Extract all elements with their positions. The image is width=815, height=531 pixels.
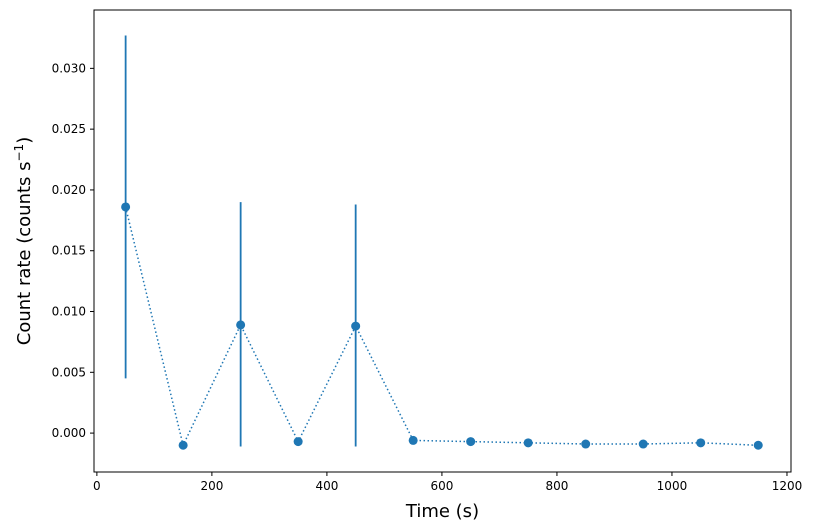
y-axis-label-superscript: −1 bbox=[12, 144, 26, 162]
data-point bbox=[121, 202, 130, 211]
axes-frame bbox=[94, 10, 791, 472]
x-tick-label: 1200 bbox=[772, 479, 803, 493]
x-tick-label: 200 bbox=[200, 479, 223, 493]
x-tick-label: 600 bbox=[430, 479, 453, 493]
data-point bbox=[696, 438, 705, 447]
x-axis-label: Time (s) bbox=[405, 501, 479, 522]
y-axis-label: Count rate (counts s−1) bbox=[12, 137, 35, 345]
x-tick-label: 800 bbox=[545, 479, 568, 493]
y-axis-label-close: ) bbox=[14, 137, 35, 144]
data-point bbox=[236, 320, 245, 329]
data-point bbox=[179, 441, 188, 450]
y-tick-label: 0.000 bbox=[52, 426, 86, 440]
y-tick-label: 0.030 bbox=[52, 61, 86, 75]
x-tick-label: 0 bbox=[93, 479, 101, 493]
y-tick-label: 0.005 bbox=[52, 365, 86, 379]
data-point bbox=[466, 437, 475, 446]
data-point bbox=[294, 437, 303, 446]
y-tick-label: 0.020 bbox=[52, 183, 86, 197]
y-axis-ticks: 0.000 0.005 0.010 0.015 0.020 0.025 0.030 bbox=[52, 61, 94, 440]
x-tick-label: 1000 bbox=[657, 479, 688, 493]
plot-area bbox=[121, 36, 763, 450]
data-point bbox=[581, 440, 590, 449]
y-tick-label: 0.015 bbox=[52, 244, 86, 258]
x-tick-label: 400 bbox=[315, 479, 338, 493]
y-tick-label: 0.010 bbox=[52, 305, 86, 319]
data-point bbox=[351, 322, 360, 331]
data-point bbox=[524, 438, 533, 447]
y-tick-label: 0.025 bbox=[52, 122, 86, 136]
y-axis-label-main: Count rate (counts s bbox=[14, 161, 35, 345]
series-line bbox=[126, 207, 759, 445]
data-point bbox=[639, 440, 648, 449]
data-point bbox=[754, 441, 763, 450]
data-point bbox=[409, 436, 418, 445]
x-axis-ticks: 0 200 400 600 800 1000 1200 bbox=[93, 472, 802, 493]
